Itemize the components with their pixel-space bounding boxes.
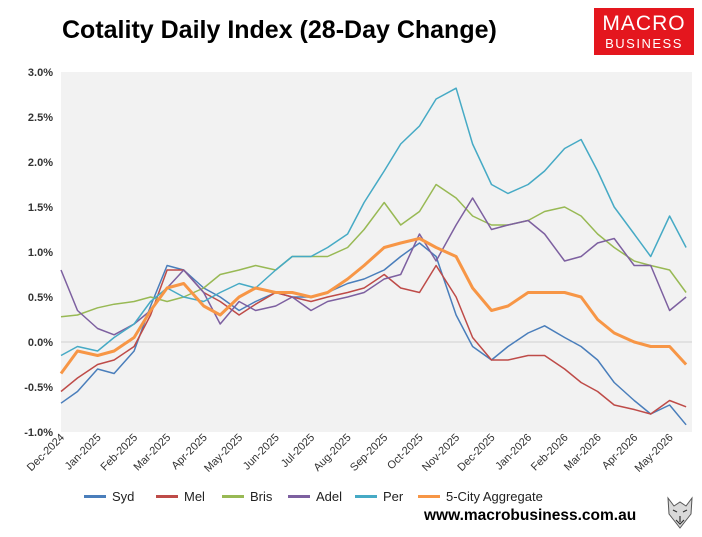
- x-tick-label: Aug-2025: [311, 432, 353, 474]
- macrobusiness-logo: MACRO BUSINESS: [594, 8, 694, 55]
- legend-label: Bris: [250, 489, 273, 504]
- plot-area: [61, 72, 692, 432]
- x-tick-label: Nov-2025: [420, 432, 462, 474]
- legend-label: Per: [383, 489, 404, 504]
- x-tick-label: May-2026: [633, 432, 676, 475]
- legend-swatch: [222, 495, 244, 498]
- legend-item: Mel: [156, 489, 205, 504]
- logo-line-2: BUSINESS: [605, 36, 683, 51]
- legend-label: Syd: [112, 489, 135, 504]
- y-tick-label: 2.5%: [28, 112, 53, 124]
- y-tick-label: -1.0%: [24, 427, 53, 439]
- legend-item: Adel: [288, 489, 342, 504]
- legend-swatch: [156, 495, 178, 498]
- x-tick-label: May-2025: [202, 432, 245, 475]
- wolf-logo-icon: [667, 496, 693, 529]
- x-tick-label: Jan-2026: [493, 432, 534, 473]
- y-tick-label: 0.5%: [28, 292, 53, 304]
- y-tick-label: 3.0%: [28, 67, 53, 79]
- legend-swatch: [288, 495, 310, 498]
- legend-label: Adel: [316, 489, 343, 504]
- x-tick-label: Sep-2025: [348, 432, 390, 474]
- x-tick-label: Jun-2025: [241, 432, 282, 473]
- legend-item: Per: [355, 489, 403, 504]
- legend-item: Syd: [84, 489, 134, 504]
- legend-item: 5-City Aggregate: [418, 489, 543, 504]
- series-line: [60, 264, 687, 415]
- x-tick-label: Jan-2025: [63, 432, 104, 473]
- series-line: [60, 242, 687, 426]
- series-line: [59, 237, 688, 375]
- legend-label: 5-City Aggregate: [446, 489, 543, 504]
- series-line: [60, 183, 687, 318]
- y-tick-label: 2.0%: [28, 157, 53, 169]
- legend-label: Mel: [184, 489, 205, 504]
- chart-title: Cotality Daily Index (28-Day Change): [62, 16, 497, 44]
- y-tick-label: 0.0%: [28, 337, 53, 349]
- legend-swatch: [418, 495, 440, 498]
- y-tick-label: 1.0%: [28, 247, 53, 259]
- legend-item: Bris: [222, 489, 272, 504]
- legend-swatch: [84, 495, 106, 498]
- legend-swatch: [355, 495, 377, 498]
- site-url[interactable]: www.macrobusiness.com.au: [424, 507, 637, 524]
- x-tick-label: Dec-2025: [455, 432, 497, 474]
- y-tick-label: -0.5%: [24, 382, 53, 394]
- y-tick-label: 1.5%: [28, 202, 53, 214]
- logo-line-1: MACRO: [602, 12, 686, 35]
